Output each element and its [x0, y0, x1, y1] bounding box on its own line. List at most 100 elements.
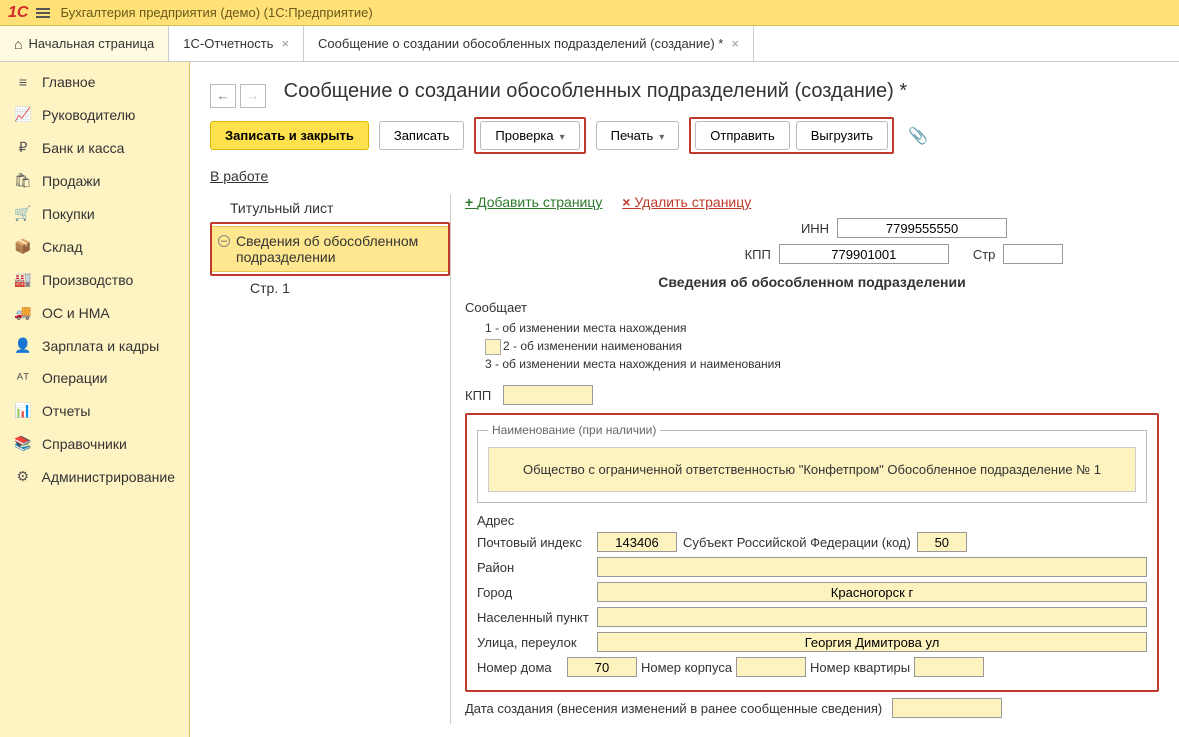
sidebar-item-label: Справочники	[42, 436, 127, 452]
save-button[interactable]: Записать	[379, 121, 465, 150]
street-label: Улица, переулок	[477, 635, 597, 650]
sidebar-item-label: ОС и НМА	[42, 305, 110, 321]
print-label: Печать	[611, 128, 654, 143]
factory-icon: 🏭	[14, 271, 32, 288]
report-opt-3: 3 - об изменении места нахождения и наим…	[485, 355, 1159, 373]
report-select-box[interactable]	[485, 339, 501, 355]
left-highlight-box: – Сведения об обособленном подразделении	[210, 222, 450, 276]
sidebar-item-manager[interactable]: 📈 Руководителю	[0, 98, 189, 131]
attachment-icon[interactable]: 📎	[908, 126, 928, 146]
sidebar-item-production[interactable]: 🏭 Производство	[0, 263, 189, 296]
kpp-input[interactable]	[779, 244, 949, 264]
tabs-bar: ⌂ Начальная страница 1С-Отчетность × Соо…	[0, 26, 1179, 62]
sidebar-item-operations[interactable]: ᴬᵀ Операции	[0, 362, 189, 394]
books-icon: 📚	[14, 435, 32, 452]
delete-page-link[interactable]: Удалить страницу	[622, 194, 751, 210]
toolbar: Записать и закрыть Записать Проверка▾ Пе…	[210, 117, 1159, 154]
app-title: Бухгалтерия предприятия (демо) (1С:Предп…	[60, 5, 372, 20]
left-sub-item[interactable]: Стр. 1	[210, 276, 450, 300]
tab-home-label: Начальная страница	[28, 36, 154, 51]
tab-home[interactable]: ⌂ Начальная страница	[0, 26, 169, 61]
city-input[interactable]	[597, 582, 1147, 602]
sidebar-item-assets[interactable]: 🚚 ОС и НМА	[0, 296, 189, 329]
app-header: 1C Бухгалтерия предприятия (демо) (1С:Пр…	[0, 0, 1179, 26]
name-legend: Наименование (при наличии)	[488, 423, 660, 437]
save-close-button[interactable]: Записать и закрыть	[210, 121, 369, 150]
house-label: Номер дома	[477, 660, 567, 675]
left-selected-label: Сведения об обособленном подразделении	[236, 233, 418, 265]
sidebar: ≡Главное 📈 Руководителю ₽Банк и касса 🛍Пр…	[0, 62, 190, 737]
sidebar-item-label: Производство	[42, 272, 133, 288]
date-input[interactable]	[892, 698, 1002, 718]
home-icon: ⌂	[14, 36, 22, 52]
sidebar-item-label: Администрирование	[42, 469, 176, 485]
building-input[interactable]	[736, 657, 806, 677]
tab-label: Сообщение о создании обособленных подраз…	[318, 36, 723, 51]
sidebar-item-bank[interactable]: ₽Банк и касса	[0, 131, 189, 164]
close-icon[interactable]: ×	[731, 36, 739, 51]
gear-icon: ⚙	[14, 468, 32, 485]
street-input[interactable]	[597, 632, 1147, 652]
flat-input[interactable]	[914, 657, 984, 677]
kpp2-input[interactable]	[503, 385, 593, 405]
sidebar-item-directories[interactable]: 📚 Справочники	[0, 427, 189, 460]
export-button[interactable]: Выгрузить	[796, 121, 888, 150]
kpp2-label: КПП	[465, 388, 491, 403]
page-actions: Добавить страницу Удалить страницу	[465, 194, 1159, 210]
close-icon[interactable]: ×	[281, 36, 289, 51]
back-button[interactable]: ←	[210, 84, 236, 108]
left-panel: Титульный лист – Сведения об обособленно…	[210, 194, 450, 724]
sidebar-item-payroll[interactable]: 👤Зарплата и кадры	[0, 329, 189, 362]
sidebar-item-label: Руководителю	[42, 107, 135, 123]
box-icon: 📦	[14, 238, 32, 255]
tab-reporting[interactable]: 1С-Отчетность ×	[169, 26, 304, 61]
tab-document[interactable]: Сообщение о создании обособленных подраз…	[304, 26, 754, 61]
sidebar-item-label: Покупки	[42, 206, 95, 222]
postal-input[interactable]	[597, 532, 677, 552]
status-link[interactable]: В работе	[210, 168, 1159, 184]
sidebar-item-main[interactable]: ≡Главное	[0, 66, 189, 98]
kpp-label: КПП	[745, 247, 771, 262]
check-button[interactable]: Проверка▾	[480, 121, 579, 150]
menu-icon[interactable]	[36, 8, 50, 18]
list-icon: ≡	[14, 74, 32, 90]
sidebar-item-label: Операции	[42, 370, 108, 386]
subject-input[interactable]	[917, 532, 967, 552]
sidebar-item-label: Отчеты	[42, 403, 90, 419]
collapse-icon[interactable]: –	[218, 235, 230, 247]
content-area: ← → Сообщение о создании обособленных по…	[190, 62, 1179, 737]
left-selected-item[interactable]: – Сведения об обособленном подразделении	[212, 226, 448, 272]
add-page-link[interactable]: Добавить страницу	[465, 194, 602, 210]
sidebar-item-purchases[interactable]: 🛒Покупки	[0, 197, 189, 230]
logo-1c: 1C	[8, 4, 28, 22]
sidebar-item-warehouse[interactable]: 📦 Склад	[0, 230, 189, 263]
at-icon: ᴬᵀ	[14, 370, 32, 386]
page-num-input[interactable]	[1003, 244, 1063, 264]
left-title-item[interactable]: Титульный лист	[210, 194, 450, 222]
date-label: Дата создания (внесения изменений в ране…	[465, 701, 882, 716]
house-input[interactable]	[567, 657, 637, 677]
flat-label: Номер квартиры	[810, 660, 910, 675]
address-grid: Почтовый индекс Субъект Российской Федер…	[477, 532, 1147, 677]
sidebar-item-label: Зарплата и кадры	[42, 338, 159, 354]
print-button[interactable]: Печать ▾	[596, 121, 680, 150]
send-button[interactable]: Отправить	[695, 121, 789, 150]
building-label: Номер корпуса	[641, 660, 732, 675]
tab-label: 1С-Отчетность	[183, 36, 273, 51]
sidebar-item-sales[interactable]: 🛍Продажи	[0, 164, 189, 197]
sidebar-item-admin[interactable]: ⚙ Администрирование	[0, 460, 189, 493]
city-label: Город	[477, 585, 597, 600]
sidebar-item-reports[interactable]: 📊Отчеты	[0, 394, 189, 427]
report-opt-1: 1 - об изменении места нахождения	[485, 319, 1159, 337]
chart-icon: 📈	[14, 106, 32, 123]
name-value[interactable]: Общество с ограниченной ответственностью…	[488, 447, 1136, 492]
district-input[interactable]	[597, 557, 1147, 577]
sidebar-item-label: Склад	[42, 239, 83, 255]
caret-icon: ▾	[659, 132, 664, 143]
truck-icon: 🚚	[14, 304, 32, 321]
forward-button[interactable]: →	[240, 84, 266, 108]
locality-input[interactable]	[597, 607, 1147, 627]
inn-input[interactable]	[837, 218, 1007, 238]
report-opt-2: 2 - об изменении наименования	[503, 339, 682, 353]
name-fieldset: Наименование (при наличии) Общество с ог…	[477, 423, 1147, 503]
